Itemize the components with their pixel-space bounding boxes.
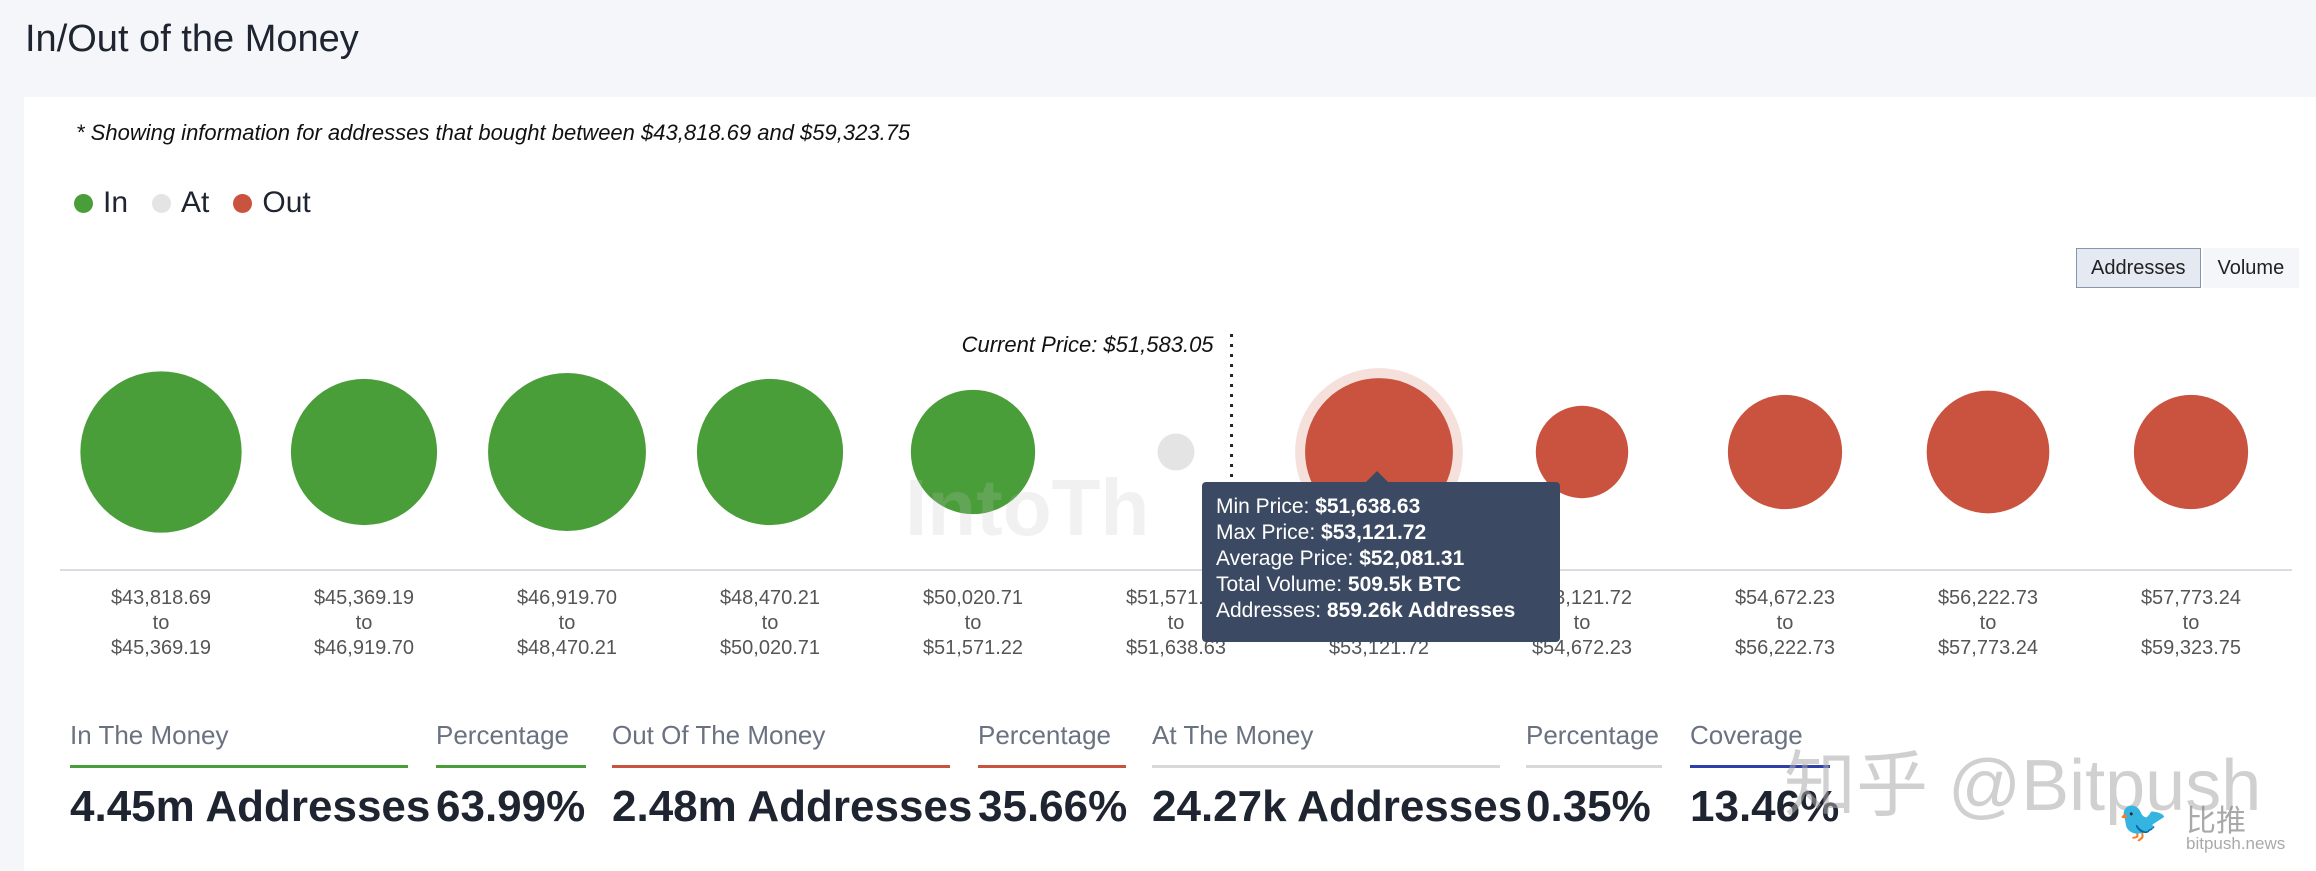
tooltip-min-price: Min Price: $51,638.63 [1216, 495, 1421, 518]
bubble-in[interactable] [696, 378, 844, 526]
x-tick-label: to [762, 612, 779, 634]
stat-out-of-the-money: Out Of The Money 2.48m Addresses [612, 720, 973, 832]
bubble-in[interactable] [488, 373, 646, 531]
legend-label-in: In [103, 186, 129, 219]
stat-coverage: Coverage 13.46% [1690, 720, 1840, 832]
bitpush-bird-icon: 🐦 [2118, 800, 2168, 844]
stat-bar [70, 765, 408, 768]
legend-item-out[interactable]: Out [233, 186, 311, 220]
metric-toggle: Addresses Volume [2076, 248, 2300, 288]
stat-bar [1526, 765, 1662, 768]
x-tick-label: $48,470.21 [517, 637, 617, 659]
legend-dot-out [233, 193, 253, 213]
intotheblock-watermark: IntoTh [905, 463, 1150, 552]
x-tick-label: to [1980, 612, 1997, 634]
legend: In At Out [74, 186, 321, 220]
stat-value: 24.27k Addresses [1152, 782, 1523, 831]
stat-bar [1152, 765, 1500, 768]
stat-label: Coverage [1690, 720, 1803, 750]
tooltip: Min Price: $51,638.63 Max Price: $53,121… [1202, 471, 1560, 642]
stat-in-percentage: Percentage 63.99% [436, 720, 586, 832]
x-tick-label: $48,470.21 [720, 587, 820, 609]
bubble-in[interactable] [910, 389, 1036, 515]
stat-value: 13.46% [1690, 782, 1840, 831]
x-tick-label: to [1777, 612, 1794, 634]
x-tick-label: to [559, 612, 576, 634]
x-tick-label: to [356, 612, 373, 634]
stat-value: 35.66% [978, 782, 1128, 831]
current-price-label: Current Price: $51,583.05 [962, 332, 1215, 357]
x-tick-label: $57,773.24 [1938, 637, 2038, 659]
tooltip-arrow [1366, 471, 1388, 482]
x-tick-label: $45,369.19 [314, 587, 414, 609]
x-tick-label: $51,638.63 [1126, 637, 1226, 659]
bubble-out[interactable] [1535, 405, 1629, 499]
stat-label: Percentage [1526, 720, 1659, 750]
x-tick-label: $43,818.69 [111, 587, 211, 609]
bubble-out[interactable] [2133, 394, 2249, 510]
x-tick-label: to [1168, 612, 1185, 634]
x-tick-label: $46,919.70 [517, 587, 617, 609]
x-tick-label: to [965, 612, 982, 634]
stat-bar [978, 765, 1126, 768]
stat-label: At The Money [1152, 720, 1314, 750]
x-tick-label: $50,020.71 [923, 587, 1023, 609]
bubble-in[interactable] [80, 371, 242, 533]
legend-label-out: Out [262, 186, 311, 219]
legend-item-at[interactable]: At [152, 186, 209, 220]
x-tick-label: to [153, 612, 170, 634]
stat-value: 0.35% [1526, 782, 1651, 831]
x-tick-label: $56,222.73 [1735, 637, 1835, 659]
stat-value: 2.48m Addresses [612, 782, 973, 831]
addresses-toggle-button[interactable]: Addresses [2076, 248, 2201, 288]
legend-item-in[interactable]: In [74, 186, 128, 220]
bubble-at[interactable] [1157, 433, 1195, 471]
bitpush-cn-watermark: 比推 [2186, 805, 2246, 838]
bubble-out[interactable] [1727, 394, 1843, 510]
stat-value: 63.99% [436, 782, 586, 831]
legend-label-at: At [181, 186, 210, 219]
tooltip-max-price: Max Price: $53,121.72 [1216, 521, 1427, 544]
bubble-in[interactable] [290, 378, 438, 526]
bubble-out[interactable] [1926, 390, 2050, 514]
stat-bar [436, 765, 586, 768]
stat-out-percentage: Percentage 35.66% [978, 720, 1128, 832]
x-tick-label: $57,773.24 [2141, 587, 2241, 609]
x-tick-label: $53,121.72 [1329, 637, 1429, 659]
stat-at-the-money: At The Money 24.27k Addresses [1152, 720, 1523, 832]
volume-toggle-button[interactable]: Volume [2202, 248, 2300, 288]
stat-bar [1690, 765, 1830, 768]
stat-bar [612, 765, 950, 768]
stat-at-percentage: Percentage 0.35% [1526, 720, 1662, 832]
stat-value: 4.45m Addresses [70, 782, 431, 831]
stat-label: Percentage [978, 720, 1111, 750]
x-tick-label: to [2183, 612, 2200, 634]
tooltip-average-price: Average Price: $52,081.31 [1216, 547, 1465, 570]
stat-label: Out Of The Money [612, 720, 826, 750]
tooltip-total-volume: Total Volume: 509.5k BTC [1216, 573, 1462, 596]
x-tick-label: $54,672.23 [1735, 587, 1835, 609]
stat-in-the-money: In The Money 4.45m Addresses [70, 720, 431, 832]
x-tick-label: $46,919.70 [314, 637, 414, 659]
zhihu-watermark: 知乎 @Bitpush [1784, 746, 2262, 826]
legend-dot-in [74, 193, 93, 213]
stat-label: In The Money [70, 720, 229, 750]
x-tick-label: $51,571.22 [1126, 587, 1226, 609]
page-title: In/Out of the Money [25, 18, 359, 60]
bitpush-url-watermark: bitpush.news [2186, 834, 2286, 853]
x-tick-label: $45,369.19 [111, 637, 211, 659]
info-note: * Showing information for addresses that… [76, 120, 911, 145]
x-tick-label: $50,020.71 [720, 637, 820, 659]
x-tick-label: $54,672.23 [1532, 637, 1632, 659]
x-tick-label: $51,571.22 [923, 637, 1023, 659]
x-tick-label: to [1574, 612, 1591, 634]
legend-dot-at [152, 193, 172, 213]
x-tick-label: $56,222.73 [1938, 587, 2038, 609]
stat-label: Percentage [436, 720, 569, 750]
tooltip-addresses: Addresses: 859.26k Addresses [1216, 599, 1516, 622]
x-tick-label: $59,323.75 [2141, 637, 2241, 659]
